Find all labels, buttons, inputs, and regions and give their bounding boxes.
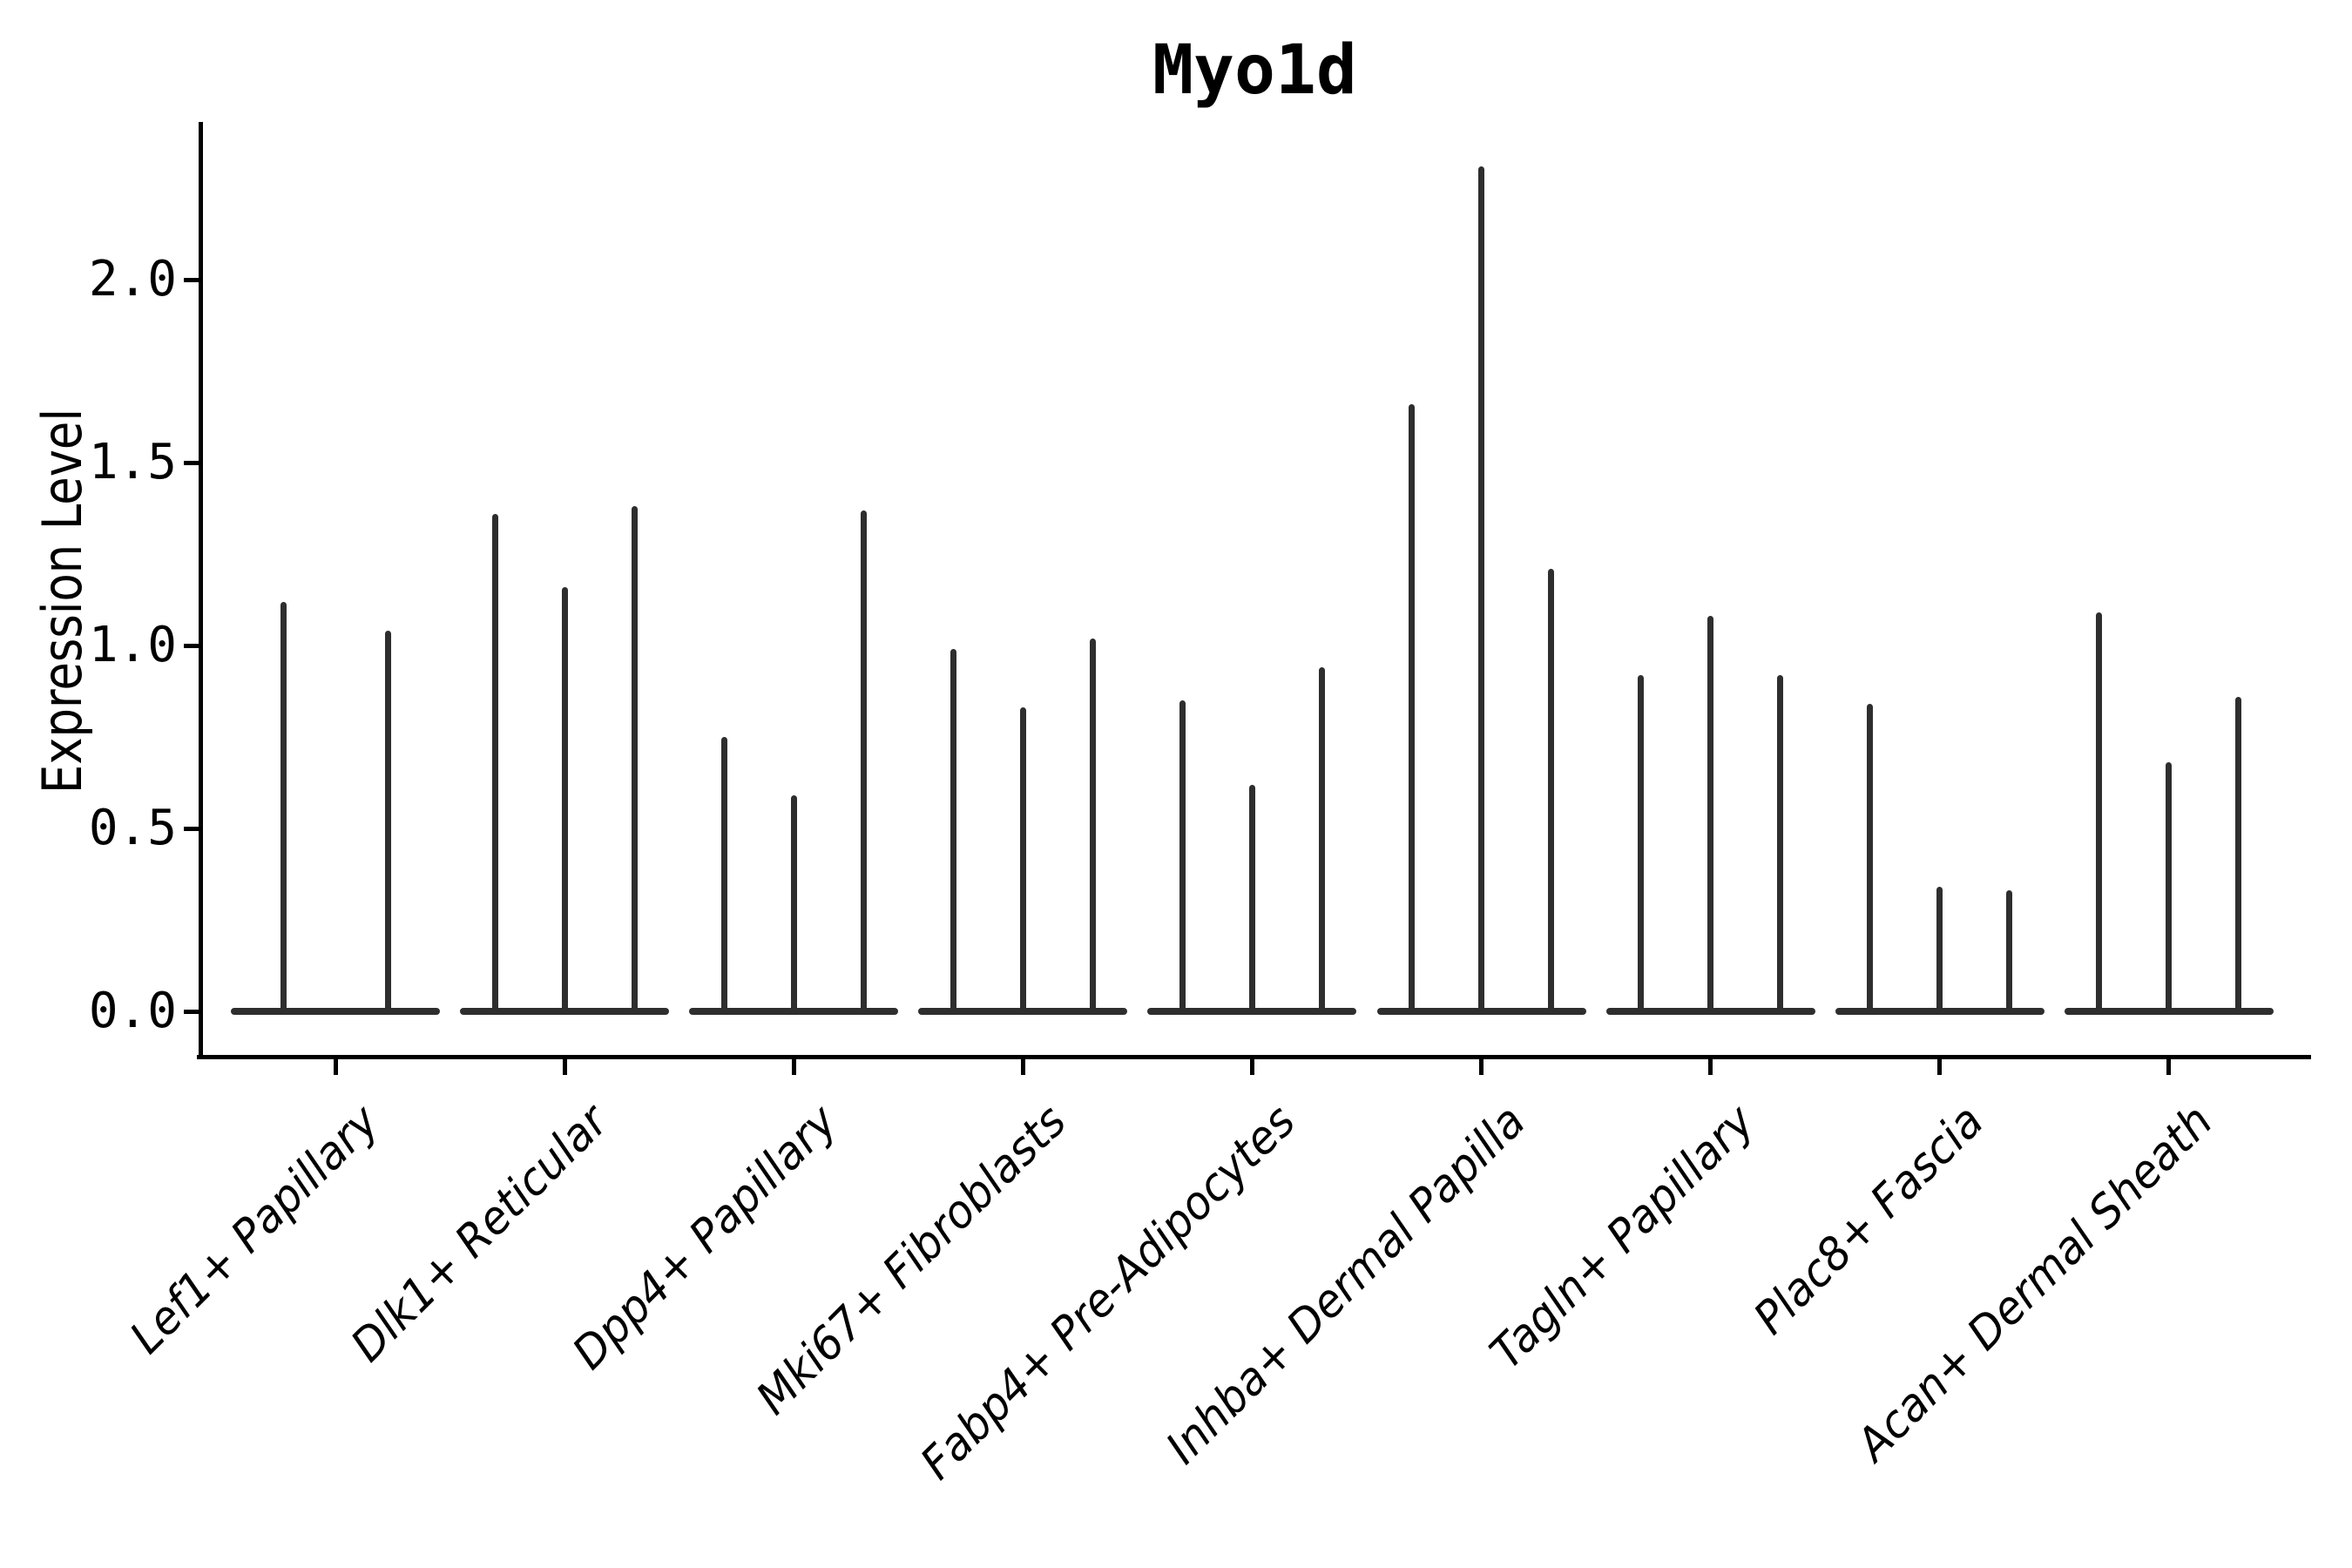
x-tick-mark — [1479, 1059, 1484, 1075]
violin-spike — [491, 513, 498, 1015]
violin-spike — [950, 649, 956, 1015]
y-tick-label: 2.0 — [88, 251, 177, 308]
violin-spike — [1248, 784, 1255, 1015]
violin-spike — [384, 631, 391, 1015]
violin-spike — [1478, 166, 1484, 1015]
violin-spike — [1707, 616, 1714, 1015]
violin-spike — [1318, 667, 1325, 1015]
y-tick-mark — [184, 277, 199, 282]
violin-spike — [1867, 704, 1874, 1015]
y-tick-mark — [184, 1009, 199, 1014]
y-axis-spine — [199, 122, 203, 1059]
x-tick-mark — [1020, 1059, 1025, 1075]
violin-spike — [2166, 762, 2173, 1015]
x-tick-mark — [791, 1059, 796, 1075]
x-tick-mark — [562, 1059, 567, 1075]
x-tick-mark — [1708, 1059, 1713, 1075]
violin-spike — [1179, 700, 1186, 1015]
x-tick-mark — [2166, 1059, 2172, 1075]
violin-spike — [2006, 890, 2013, 1015]
y-tick-mark — [184, 826, 199, 831]
y-tick-label: 1.0 — [88, 617, 177, 673]
y-tick-label: 0.0 — [88, 983, 177, 1039]
violin-spike — [720, 737, 727, 1015]
violin-spike — [1409, 403, 1415, 1015]
violin-baseline — [231, 1008, 440, 1015]
violin-spike — [561, 586, 568, 1015]
violin-spike — [790, 795, 797, 1015]
x-tick-mark — [333, 1059, 338, 1075]
violin-spike — [1548, 568, 1554, 1015]
y-axis-label: Expression Level — [30, 409, 94, 794]
violin-spike — [1777, 674, 1784, 1015]
violin-spike — [1936, 887, 1943, 1015]
violin-spike — [1019, 707, 1026, 1015]
violin-spike — [2096, 612, 2103, 1015]
y-tick-label: 0.5 — [88, 800, 177, 856]
x-tick-mark — [1937, 1059, 1943, 1075]
x-tick-mark — [1249, 1059, 1254, 1075]
y-tick-mark — [184, 460, 199, 465]
violin-spike — [1089, 638, 1096, 1015]
y-tick-mark — [184, 643, 199, 648]
violin-spike — [1638, 674, 1645, 1015]
y-tick-label: 1.5 — [88, 434, 177, 490]
x-axis-spine — [197, 1055, 2311, 1059]
violin-spike — [631, 506, 638, 1015]
violin-spike — [860, 510, 867, 1015]
violin-spike — [280, 601, 287, 1015]
violin-spike — [2235, 696, 2242, 1015]
plot-title: Myo1d — [1152, 31, 1357, 110]
